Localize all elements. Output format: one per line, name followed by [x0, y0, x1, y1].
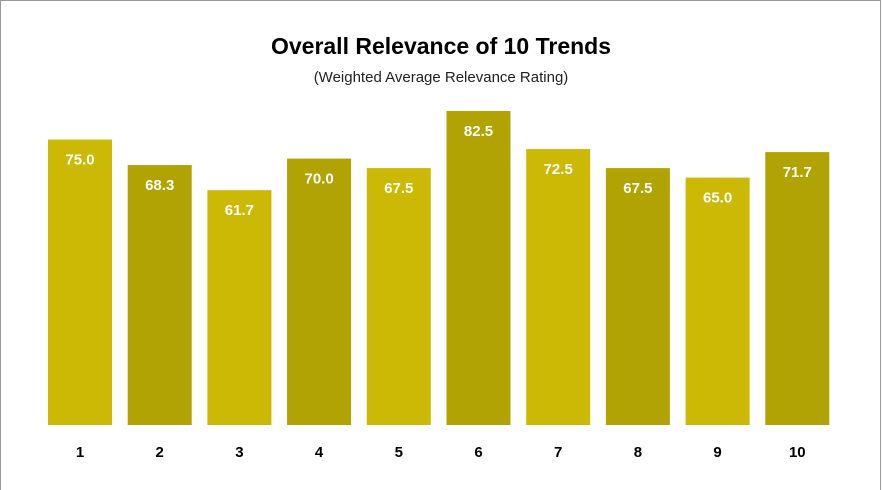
value-label: 72.5: [544, 161, 573, 178]
bar: [287, 158, 352, 426]
x-tick-label: 7: [554, 444, 562, 461]
value-label: 71.7: [783, 164, 812, 181]
value-label: 75.0: [65, 152, 94, 169]
value-label: 61.7: [225, 202, 254, 219]
bar: [526, 149, 591, 425]
value-label: 65.0: [703, 190, 732, 207]
x-tick-label: 6: [474, 444, 482, 461]
value-label: 70.0: [304, 171, 333, 188]
value-label: 82.5: [464, 123, 493, 140]
x-tick-label: 9: [713, 444, 721, 461]
bar: [366, 168, 431, 425]
chart-subtitle: (Weighted Average Relevance Rating): [314, 69, 569, 86]
value-label: 67.5: [623, 180, 652, 197]
x-tick-label: 4: [315, 444, 324, 461]
x-tick-label: 3: [235, 444, 243, 461]
x-tick-label: 8: [634, 444, 642, 461]
x-tick-label: 10: [789, 444, 806, 461]
bar: [605, 168, 670, 425]
x-tick-label: 2: [156, 444, 164, 461]
x-tick-label: 5: [395, 444, 403, 461]
bar: [127, 165, 192, 425]
bar: [48, 139, 112, 425]
x-tick-label: 1: [76, 444, 84, 461]
bar: [765, 152, 830, 425]
value-label: 67.5: [384, 180, 413, 197]
value-label: 68.3: [145, 177, 174, 194]
bar: [446, 111, 511, 425]
bar: [207, 190, 272, 425]
chart-title: Overall Relevance of 10 Trends: [271, 33, 611, 59]
bar: [685, 177, 750, 425]
